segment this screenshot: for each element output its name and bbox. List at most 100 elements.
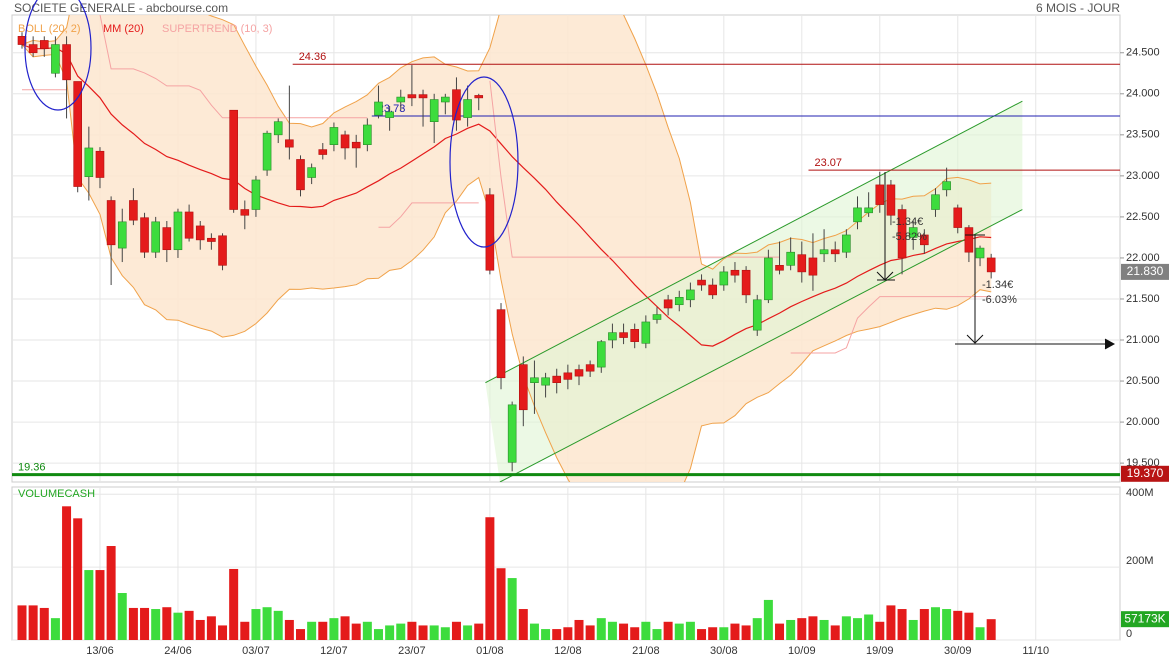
candle-body [84,147,94,177]
volume-bar [84,570,94,640]
candle-body [674,297,684,306]
volume-bar [663,621,673,640]
candle-body [140,217,149,253]
volume-bar [140,607,150,640]
candle-body [51,44,60,74]
candle-body [964,227,974,253]
candle-body [474,95,484,99]
candle-body [775,265,784,271]
volume-bar [474,623,484,640]
x-tick-label: 30/08 [710,645,738,657]
annotation: -5.82% [892,231,927,243]
volume-bar [117,593,127,640]
ellipse [449,76,519,248]
volume-bar [763,599,773,640]
volume-bar [128,607,138,640]
volume-box [1121,611,1169,628]
x-tick-label: 01/08 [476,645,504,657]
bollinger-band [22,15,992,482]
volume-bar [162,607,172,640]
volume-bar [585,625,595,640]
ellipse [24,0,92,111]
volume-bar [307,621,317,640]
volume-bar [329,618,339,640]
candle-body [17,36,27,45]
volume-bar [930,607,940,640]
volume-bar [630,627,640,640]
price-box [1121,465,1169,482]
volume-bar [296,629,305,640]
bollinger-lower [21,44,992,482]
volume-bar [529,623,539,640]
volume-bar [17,605,27,640]
candle-body [764,257,773,301]
candle-body [485,194,495,271]
volume-bar [541,629,551,640]
candle-body [953,207,963,228]
volume-bar [875,621,885,640]
level-label: 23.73 [378,103,406,115]
legend-supertrend: SUPERTREND (10, 3) [162,23,272,35]
candle-body [608,332,617,341]
volume-bar [986,619,996,640]
candle-body [541,377,550,386]
candle-body [530,377,539,383]
volume-bar [619,623,629,640]
annotation: -1.34€ [982,279,1013,291]
x-tick-label: 24/06 [164,645,192,657]
volume-bar [351,623,361,640]
candle-body [730,269,740,276]
supertrend [790,296,992,354]
supertrend [489,80,780,258]
candle-body [285,139,294,148]
volume-bar [864,614,874,640]
candle-body [942,181,951,191]
candle-body [853,207,862,223]
y-tick-label: 400M [1126,487,1154,499]
y-tick-label: 0 [1126,628,1132,640]
volume-bar [195,619,205,640]
x-tick-label: 30/09 [944,645,972,657]
candle-body [129,200,138,221]
x-tick-label: 03/07 [242,645,270,657]
candle-body [585,364,595,372]
candle-body [886,184,896,216]
volume-bar [373,629,383,640]
annotation: -6.03% [982,294,1017,306]
volume-bar [830,625,840,640]
candle-body [340,134,350,149]
volume-bar [106,546,116,640]
volume-bar [362,621,372,640]
candle-body [596,341,606,368]
candle-body [73,81,82,187]
volume-bar [262,607,272,640]
x-tick-label: 19/09 [866,645,894,657]
candle-body [842,234,851,253]
volume-bar [451,621,461,640]
moving-average [21,43,992,347]
volume-bar [752,618,762,640]
y-tick-label: 200M [1126,555,1154,567]
volume-bar [184,610,194,640]
candle-body [686,289,695,301]
y-tick-label: 21.500 [1126,293,1160,305]
supertrend [378,202,479,228]
candle-body [418,94,428,99]
candle-body [864,207,873,214]
candle-body [351,141,361,149]
trendline [485,100,1023,384]
volume-bar [39,607,49,640]
candle-body [28,44,38,54]
volume-bar [496,568,506,640]
legend-boll: BOLL (20, 2) [18,23,81,35]
candle-body [251,179,261,210]
candle-body [619,332,628,338]
volume-bar [819,619,829,640]
supertrend [99,15,368,119]
volume-bar [797,618,807,640]
x-tick-label: 12/07 [320,645,348,657]
volume-bar [429,625,439,640]
candle-body [641,321,651,344]
y-tick-label: 22.500 [1126,211,1160,223]
